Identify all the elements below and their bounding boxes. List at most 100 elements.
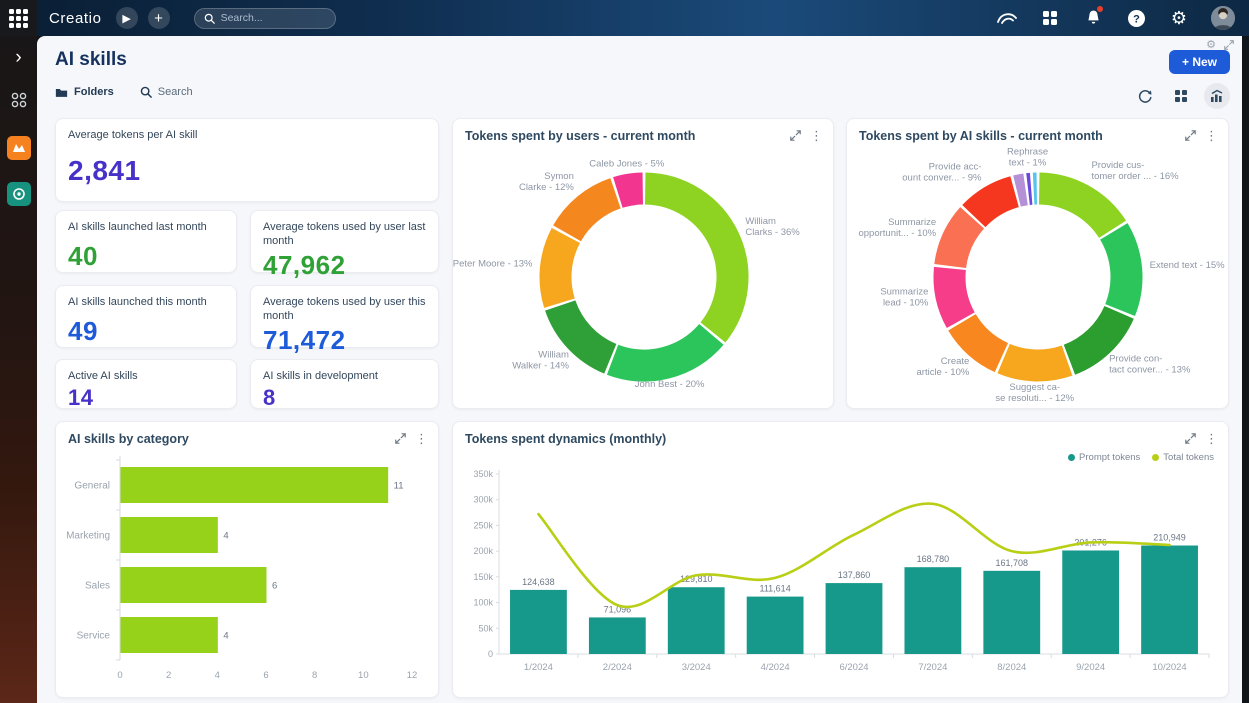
refresh-icon[interactable] bbox=[1132, 83, 1158, 109]
svg-text:Peter Moore - 13%: Peter Moore - 13% bbox=[453, 258, 533, 269]
page-expand-icon[interactable] bbox=[1224, 39, 1234, 50]
svg-text:3/2024: 3/2024 bbox=[682, 662, 711, 673]
svg-text:Service: Service bbox=[77, 631, 111, 642]
more-menu-icon[interactable]: ⋮ bbox=[415, 431, 428, 446]
svg-text:Provide cus-tomer order ... -: Provide cus-tomer order ... - 16% bbox=[1091, 160, 1179, 182]
bar-chart-skills-by-category: General 11 Marketing 4 Sales 6 Service 4 0 2 4 6 8 10… bbox=[56, 450, 438, 697]
donut-chart-tokens-by-users: William Clarks - 36% John Best - 20% Willia… bbox=[453, 147, 833, 408]
app-shortcut-orange-icon[interactable] bbox=[6, 136, 31, 160]
legend-dot bbox=[1068, 454, 1076, 461]
settings-gear-icon[interactable]: ⚙ bbox=[1170, 8, 1188, 28]
kpi-card-average-tokens-per-skill: Average tokens per AI skill 2,841 bbox=[55, 118, 439, 202]
svg-text:?: ? bbox=[1133, 13, 1140, 25]
expand-icon[interactable] bbox=[1185, 130, 1196, 141]
svg-text:Extend text - 15%: Extend text - 15% bbox=[1150, 260, 1226, 271]
kpi-label: AI skills launched last month bbox=[68, 221, 207, 233]
svg-text:10/2024: 10/2024 bbox=[1152, 662, 1186, 673]
svg-text:Marketing: Marketing bbox=[66, 531, 110, 542]
view-actions bbox=[1132, 83, 1230, 109]
svg-text:8: 8 bbox=[312, 670, 317, 681]
svg-text:2: 2 bbox=[166, 670, 171, 681]
more-menu-icon[interactable]: ⋮ bbox=[1205, 128, 1218, 143]
chart-card-tokens-dynamics: Tokens spent dynamics (monthly) ⋮ Prompt… bbox=[452, 421, 1229, 698]
svg-text:200k: 200k bbox=[473, 546, 493, 556]
app-shortcut-teal-icon[interactable] bbox=[6, 182, 31, 206]
apps-grid-icon[interactable] bbox=[1039, 7, 1061, 29]
more-menu-icon[interactable]: ⋮ bbox=[810, 128, 823, 143]
list-toolbar: Folders Search bbox=[55, 86, 193, 98]
svg-text:137,860: 137,860 bbox=[838, 570, 871, 580]
svg-text:0: 0 bbox=[488, 649, 493, 659]
list-search-button[interactable]: Search bbox=[140, 86, 193, 98]
svg-text:Caleb Jones - 5%: Caleb Jones - 5% bbox=[589, 158, 665, 169]
user-avatar[interactable] bbox=[1211, 6, 1235, 30]
more-menu-icon[interactable]: ⋮ bbox=[1205, 431, 1218, 446]
expand-icon[interactable] bbox=[1185, 433, 1196, 444]
dashboard-view-icon[interactable] bbox=[1204, 83, 1230, 109]
donut-chart-tokens-by-skills: Provide cus-tomer order ... - 16% Extend … bbox=[847, 146, 1228, 408]
svg-text:6: 6 bbox=[272, 581, 277, 592]
card-title: Tokens spent by AI skills - current mont… bbox=[859, 129, 1103, 143]
help-icon[interactable]: ? bbox=[1125, 7, 1147, 29]
svg-text:7/2024: 7/2024 bbox=[918, 662, 947, 673]
chart-card-tokens-by-skills: Tokens spent by AI skills - current mont… bbox=[846, 118, 1229, 409]
svg-text:50k: 50k bbox=[478, 623, 493, 633]
combo-chart-tokens-dynamics: 0 50k 100k 150k 200k 250k 300k 350k 124,638 1/202… bbox=[461, 466, 1220, 697]
kpi-label: Average tokens used by user this month bbox=[263, 296, 426, 322]
svg-text:124,638: 124,638 bbox=[522, 577, 555, 587]
svg-text:Provide acc-ount conver... - 9: Provide acc-ount conver... - 9% bbox=[902, 162, 982, 184]
kpi-value: 40 bbox=[68, 240, 98, 271]
chart-legend: Prompt tokens Total tokens bbox=[1068, 452, 1214, 463]
app-launcher-icon[interactable] bbox=[0, 0, 37, 36]
kpi-label: Average tokens per AI skill bbox=[68, 129, 198, 141]
global-search-input[interactable]: Search... bbox=[193, 7, 336, 29]
page-title: AI skills bbox=[55, 49, 127, 70]
expand-icon[interactable] bbox=[395, 433, 406, 444]
svg-text:111,614: 111,614 bbox=[760, 584, 791, 594]
svg-text:300k: 300k bbox=[473, 495, 493, 505]
new-button[interactable]: + New bbox=[1168, 50, 1230, 74]
kpi-label: Average tokens used by user last month bbox=[263, 221, 426, 247]
svg-text:8/2024: 8/2024 bbox=[997, 662, 1026, 673]
svg-text:129,810: 129,810 bbox=[680, 574, 713, 584]
folder-icon bbox=[55, 88, 68, 97]
svg-text:9/2024: 9/2024 bbox=[1076, 662, 1105, 673]
panel-mini-actions: ⚙ bbox=[1206, 38, 1234, 51]
svg-text:168,780: 168,780 bbox=[917, 554, 950, 564]
creatio-logo: Creatio bbox=[49, 9, 102, 27]
svg-text:John Best - 20%: John Best - 20% bbox=[635, 379, 705, 390]
svg-text:6: 6 bbox=[263, 670, 268, 681]
svg-text:Sales: Sales bbox=[85, 581, 110, 592]
page-settings-gear-icon[interactable]: ⚙ bbox=[1206, 39, 1216, 51]
kpi-card-avg-tokens-user-this-month: Average tokens used by user this month 7… bbox=[250, 285, 439, 355]
svg-text:4: 4 bbox=[223, 531, 228, 542]
svg-text:71,096: 71,096 bbox=[604, 604, 632, 614]
left-sidebar: › bbox=[0, 36, 37, 703]
kpi-card-skills-launched-last-month: AI skills launched last month 40 bbox=[55, 210, 237, 273]
kpi-card-skills-launched-this-month: AI skills launched this month 49 bbox=[55, 285, 237, 348]
search-icon bbox=[204, 13, 215, 24]
expand-icon[interactable] bbox=[790, 130, 801, 141]
svg-text:2/2024: 2/2024 bbox=[603, 662, 632, 673]
legend-dot bbox=[1152, 454, 1160, 461]
kpi-label: AI skills in development bbox=[263, 370, 378, 382]
notifications-bell-icon[interactable] bbox=[1082, 6, 1104, 29]
add-button[interactable]: + bbox=[147, 7, 170, 29]
list-view-icon[interactable] bbox=[1168, 83, 1194, 109]
sidebar-expand-icon[interactable]: › bbox=[15, 47, 22, 68]
folders-button[interactable]: Folders bbox=[55, 86, 114, 98]
main-panel: ⚙ AI skills + New bbox=[37, 36, 1242, 703]
kpi-label: Active AI skills bbox=[68, 370, 138, 382]
kpi-card-skills-in-development: AI skills in development 8 bbox=[250, 359, 439, 410]
workspaces-icon[interactable] bbox=[10, 91, 28, 114]
card-title: Tokens spent dynamics (monthly) bbox=[465, 432, 667, 446]
search-icon bbox=[140, 86, 152, 98]
creatio-pulse-icon[interactable] bbox=[996, 7, 1018, 29]
play-button[interactable]: ▶ bbox=[115, 7, 138, 29]
